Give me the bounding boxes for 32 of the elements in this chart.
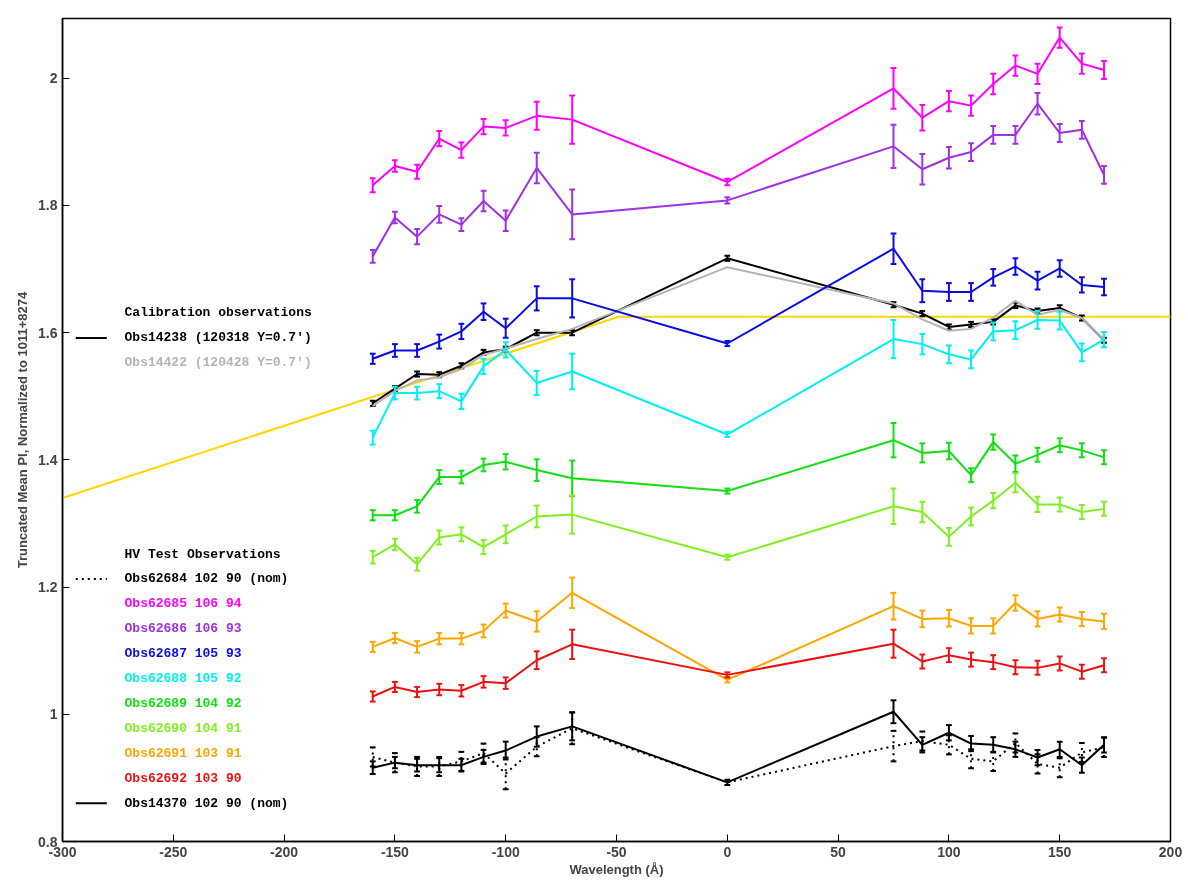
x-tick-label: 100	[937, 843, 961, 860]
x-tick-label: -50	[606, 843, 627, 860]
text: Obs62692 103 90	[124, 770, 242, 786]
y-tick-label: 1.6	[38, 324, 58, 341]
text: Obs62689 104 92	[124, 696, 242, 712]
y-tick-label: 2	[49, 70, 58, 87]
legend-label: Obs14370 102 90 (nom)	[124, 795, 289, 811]
text: Obs62686 106 93	[124, 621, 242, 637]
x-tick-label: 50	[830, 843, 847, 860]
x-tick-label: -150	[380, 843, 410, 860]
legend-label: Obs62684 102 90 (nom)	[124, 571, 289, 587]
annotation: HV Test Observations	[124, 546, 281, 562]
text: Obs14422 (120428 Y=0.7')	[124, 355, 312, 371]
y-tick-label: 1	[49, 706, 58, 723]
x-tick-label: 0	[723, 843, 732, 860]
legend-label: Obs14238 (120318 Y=0.7')	[124, 330, 312, 346]
x-axis-title: Wavelength (Å)	[569, 861, 664, 877]
text: Obs62690 104 91	[124, 721, 242, 737]
x-tick-label: 150	[1048, 843, 1072, 860]
y-tick-label: 1.4	[38, 451, 58, 468]
x-tick-label: -200	[270, 843, 299, 860]
text: Obs62688 105 92	[124, 671, 242, 687]
text: Obs62687 105 93	[124, 646, 242, 662]
y-tick-label: 1.8	[38, 197, 58, 214]
y-axis-title: Truncated Mean PI, Normalized to 1011+8274	[15, 291, 31, 569]
annotation: Calibration observations	[124, 305, 312, 321]
text: Obs62685 106 94	[124, 596, 242, 612]
y-tick-label: 1.2	[38, 579, 58, 596]
x-tick-label: -100	[491, 843, 520, 860]
x-tick-label: 200	[1158, 843, 1183, 860]
x-tick-label: -250	[159, 843, 188, 860]
text: Obs62691 103 91	[124, 745, 242, 761]
